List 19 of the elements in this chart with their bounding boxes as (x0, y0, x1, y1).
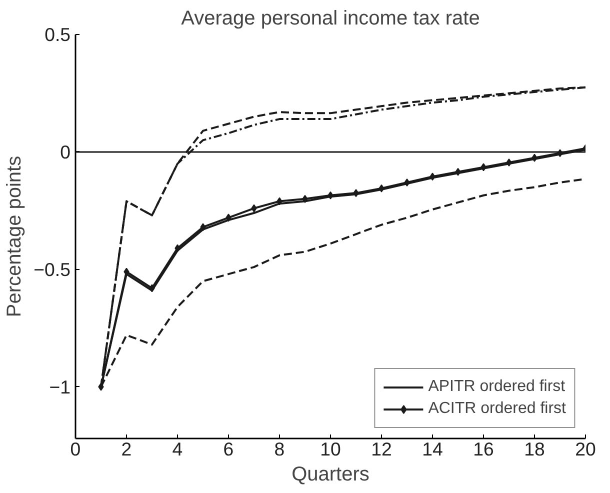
chart-title: Average personal income tax rate (181, 8, 480, 30)
x-tick-label: 20 (575, 438, 596, 460)
x-tick-label: 2 (121, 438, 132, 460)
x-tick-label: 16 (473, 438, 494, 460)
y-tick-label: 0 (60, 141, 71, 162)
y-tick-label: −1 (49, 376, 71, 398)
x-tick-label: 4 (172, 438, 183, 460)
x-tick-label: 10 (320, 438, 341, 460)
x-tick-label: 14 (422, 438, 443, 460)
x-tick-label: 6 (223, 438, 234, 460)
x-tick-label: 12 (371, 438, 392, 460)
y-axis-title: Percentage points (4, 156, 26, 318)
y-tick-label: −0.5 (34, 258, 71, 280)
legend-label: ACITR ordered first (428, 400, 566, 418)
x-tick-label: 18 (524, 438, 545, 460)
legend-label: APITR ordered first (428, 378, 566, 396)
x-tick-label: 8 (274, 438, 285, 460)
x-axis-title: Quarters (292, 464, 370, 486)
y-tick-label: 0.5 (44, 24, 71, 45)
